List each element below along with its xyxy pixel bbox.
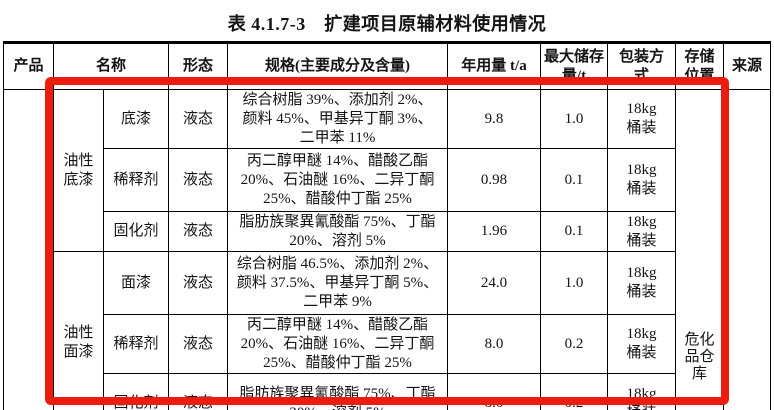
cell-form: 液态	[168, 211, 229, 252]
table-row: 油性底漆 底漆 液态 综合树脂 39%、添加剂 2%、 颜料 45%、甲基异丁酮…	[3, 89, 772, 410]
header-name: 名称	[52, 42, 170, 90]
header-packaging: 包装方式	[607, 42, 677, 90]
table-row: 固化剂 液态 脂肪族聚異氰酸酯 75%、丁酯 20%、溶剂 5% 1.96 0.…	[4, 211, 771, 252]
cell-name: 底漆	[102, 89, 170, 149]
table-row: 稀释剂 液态 丙二醇甲醚 14%、醋酸乙酯 20%、石油醚 16%、二异丁酮 2…	[4, 314, 771, 374]
table-row: 油性面漆 面漆 液态 综合树脂 46.5%、添加剂 2%、 颜料 37.5%、甲…	[4, 251, 771, 410]
cell-packaging: 18kg 桶装	[607, 211, 677, 252]
cell-packaging: 18kg 桶装	[607, 314, 677, 374]
materials-table: 产品 名称 形态 规格(主要成分及含量) 年用量 t/a 最大储存量/t 包装方…	[3, 41, 772, 410]
cell-annual-usage: 1.96	[447, 211, 542, 252]
header-row: 产品 名称 形态 规格(主要成分及含量) 年用量 t/a 最大储存量/t 包装方…	[3, 42, 772, 90]
cell-form: 液态	[168, 251, 229, 315]
cell-packaging: 18kg 桶装	[607, 148, 677, 212]
cell-max-storage: 1.0	[540, 89, 609, 149]
cell-max-storage: 1.0	[540, 251, 609, 315]
cell-spec: 脂肪族聚異氰酸酯 75%、丁酯 20%、溶剂 5%	[227, 373, 449, 410]
cell-max-storage: 0.1	[540, 148, 609, 212]
cell-form: 液态	[168, 89, 229, 149]
cell-form: 液态	[168, 373, 229, 410]
cell-name: 面漆	[102, 251, 170, 315]
header-annual-usage: 年用量 t/a	[447, 42, 542, 90]
header-source: 来源	[723, 42, 772, 90]
header-storage-location: 存储位置	[675, 42, 725, 90]
table-row: 稀释剂 液态 丙二醇甲醚 14%、醋酸乙酯 20%、石油醚 16%、二异丁酮 2…	[4, 148, 771, 212]
cell-packaging: 18kg 桶装	[607, 373, 677, 410]
cell-spec: 丙二醇甲醚 14%、醋酸乙酯 20%、石油醚 16%、二异丁酮 25%、醋酸仲丁…	[227, 148, 449, 212]
header-form: 形态	[168, 42, 229, 90]
cell-product-empty	[3, 89, 54, 410]
cell-packaging: 18kg 桶装	[607, 89, 677, 149]
cell-form: 液态	[168, 148, 229, 212]
cell-packaging: 18kg 桶装	[607, 251, 677, 315]
cell-source-empty	[723, 89, 772, 410]
table-title: 表 4.1.7-3 扩建项目原辅材料使用情况	[227, 14, 547, 34]
cell-name: 稀释剂	[102, 148, 170, 212]
cell-name: 固化剂	[102, 211, 170, 252]
cell-spec: 综合树脂 46.5%、添加剂 2%、 颜料 37.5%、甲基异丁酮 5%、 二甲…	[227, 251, 449, 315]
header-storage-location-label: 存储位置	[684, 48, 715, 84]
header-spec: 规格(主要成分及含量)	[227, 42, 449, 90]
cell-max-storage: 0.1	[540, 211, 609, 252]
cell-annual-usage: 24.0	[447, 251, 542, 315]
cell-name: 固化剂	[102, 373, 170, 410]
header-product: 产品	[3, 42, 54, 90]
cell-annual-usage: 9.8	[447, 89, 542, 149]
cell-storage-location: 危化品仓库	[675, 89, 725, 410]
cell-annual-usage: 8.0	[447, 373, 542, 410]
cell-spec: 丙二醇甲醚 14%、醋酸乙酯 20%、石油醚 16%、二异丁酮 25%、醋酸仲丁…	[227, 314, 449, 374]
cell-spec: 脂肪族聚異氰酸酯 75%、丁酯 20%、溶剂 5%	[227, 211, 449, 252]
table-row: 固化剂 液态 脂肪族聚異氰酸酯 75%、丁酯 20%、溶剂 5% 8.0 0.2…	[4, 373, 771, 410]
cell-max-storage: 0.2	[540, 314, 609, 374]
cell-name: 稀释剂	[102, 314, 170, 374]
cell-annual-usage: 8.0	[447, 314, 542, 374]
cell-group-oil-primer: 油性底漆	[53, 89, 104, 252]
header-max-storage: 最大储存量/t	[540, 42, 609, 90]
cell-max-storage: 0.2	[540, 373, 609, 410]
cell-annual-usage: 0.98	[447, 148, 542, 212]
cell-spec: 综合树脂 39%、添加剂 2%、 颜料 45%、甲基异丁酮 3%、 二甲苯 11…	[227, 89, 449, 149]
header-packaging-label: 包装方式	[619, 48, 665, 84]
cell-form: 液态	[168, 314, 229, 374]
cell-group-oil-topcoat: 油性面漆	[53, 251, 104, 410]
